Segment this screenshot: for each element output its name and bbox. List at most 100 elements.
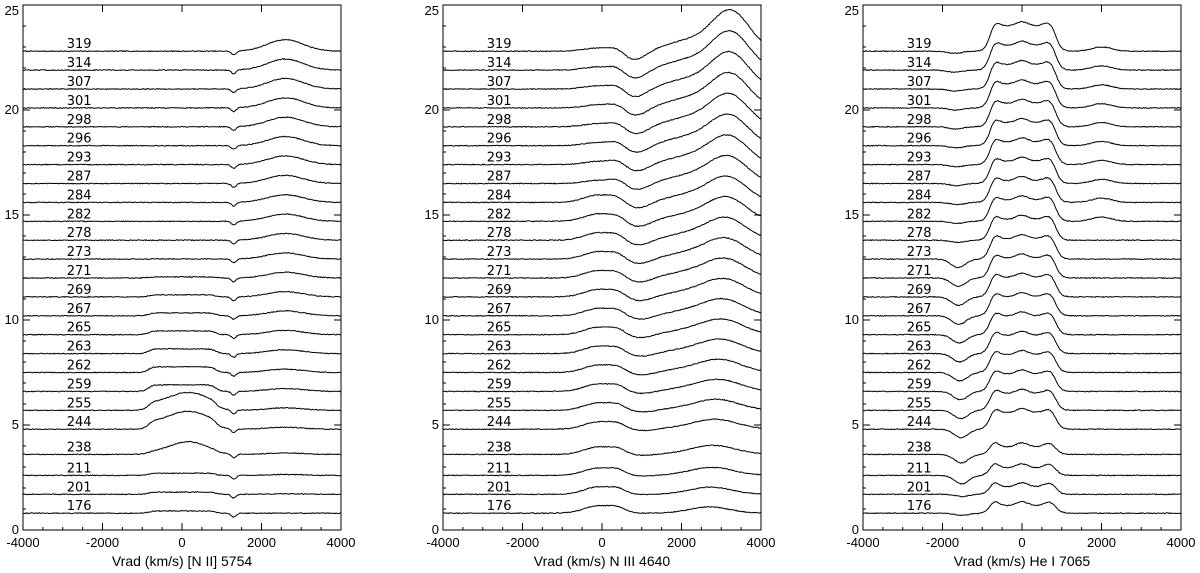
epoch-label: 265 (907, 321, 932, 336)
spectrum-trace-176 (22, 509, 342, 518)
epoch-label: 284 (907, 188, 932, 203)
x-tick-label: 0 (1018, 535, 1025, 550)
epoch-label: 314 (907, 56, 932, 71)
spectrum-trace-244 (22, 410, 342, 434)
epoch-label: 319 (907, 37, 932, 52)
spectrum-trace-262 (22, 365, 342, 377)
spectrum-trace-269 (862, 272, 1182, 307)
spectrum-trace-282 (442, 195, 762, 228)
spectrum-trace-284 (442, 175, 762, 209)
spectrum-trace-255 (22, 391, 342, 415)
spectrum-trace-238 (862, 441, 1182, 464)
epoch-label: 267 (67, 302, 92, 317)
spectrum-trace-259 (442, 378, 762, 395)
spectrum-trace-265 (23, 329, 342, 340)
spectrum-trace-255 (442, 398, 761, 413)
spectrum-trace-259 (22, 383, 341, 396)
spectrum-trace-319 (22, 38, 342, 56)
spectrum-trace-271 (862, 253, 1182, 288)
epoch-label: 314 (67, 56, 92, 71)
y-tick-label: 10 (5, 312, 19, 327)
spectrum-trace-296 (442, 113, 761, 154)
epoch-label: 293 (907, 151, 932, 166)
epoch-label: 319 (67, 37, 92, 52)
x-tick-label: -4000 (846, 535, 879, 550)
x-tick-label: -2000 (506, 535, 539, 550)
spectrum-trace-278 (442, 216, 762, 246)
spectrum-trace-307 (862, 59, 1182, 92)
epoch-label: 262 (907, 359, 932, 374)
epoch-label: 273 (487, 245, 512, 260)
x-tick-label: -4000 (426, 535, 459, 550)
epoch-label: 284 (67, 188, 92, 203)
spectrum-trace-176 (442, 504, 762, 515)
epoch-label: 287 (67, 170, 92, 185)
epoch-label: 211 (487, 461, 512, 476)
spectrum-trace-296 (862, 117, 1182, 149)
epoch-label: 244 (907, 415, 932, 430)
epoch-label: 287 (487, 170, 512, 185)
spectrum-trace-307 (22, 77, 342, 94)
spectrum-trace-284 (863, 175, 1182, 206)
spectrum-trace-287 (862, 156, 1182, 187)
epoch-label: 269 (907, 283, 932, 298)
spectrum-trace-238 (442, 444, 762, 457)
spectrum-trace-319 (443, 8, 762, 60)
spectrum-trace-287 (22, 174, 342, 188)
epoch-label: 298 (907, 113, 932, 128)
x-axis-title: Vrad (km/s) N III 4640 (534, 553, 671, 569)
y-tick-label: 0 (852, 522, 859, 537)
epoch-label: 296 (487, 132, 512, 147)
spectrum-trace-263 (442, 338, 762, 358)
epoch-label: 314 (487, 56, 512, 71)
epoch-label: 263 (67, 340, 92, 355)
epoch-label: 282 (907, 207, 932, 222)
spectrum-trace-273 (443, 236, 762, 265)
epoch-label: 278 (487, 226, 512, 241)
spectrum-trace-287 (442, 154, 762, 190)
x-axis-title: Vrad (km/s) [N II] 5754 (112, 553, 253, 569)
epoch-label: 267 (907, 302, 932, 317)
x-tick-label: 0 (178, 535, 185, 550)
epoch-label: 269 (67, 283, 92, 298)
epoch-label: 287 (907, 170, 932, 185)
epoch-label: 255 (487, 396, 512, 411)
epoch-label: 271 (67, 264, 92, 279)
spectrum-trace-296 (22, 135, 342, 150)
spectrum-trace-298 (23, 116, 342, 131)
epoch-label: 307 (67, 75, 92, 90)
spectrum-trace-307 (442, 50, 762, 98)
spectrum-trace-265 (442, 318, 762, 339)
epoch-label: 301 (487, 94, 512, 109)
epoch-label: 238 (907, 440, 932, 455)
spectrum-trace-255 (863, 388, 1182, 420)
epoch-label: 273 (907, 245, 932, 260)
epoch-label: 284 (487, 188, 512, 203)
x-tick-label: -2000 (926, 535, 959, 550)
spectrum-trace-319 (862, 21, 1182, 55)
spectrum-trace-273 (862, 233, 1182, 269)
epoch-label: 238 (487, 440, 512, 455)
epoch-label: 259 (487, 377, 512, 392)
epoch-label: 201 (487, 480, 512, 495)
y-tick-label: 25 (845, 3, 859, 18)
spectrum-trace-267 (862, 291, 1182, 326)
epoch-label: 282 (67, 207, 92, 222)
epoch-label: 301 (67, 94, 92, 109)
epoch-label: 273 (67, 245, 92, 260)
epoch-label: 282 (487, 207, 512, 222)
epoch-label: 211 (67, 461, 92, 476)
y-tick-label: 15 (425, 207, 439, 222)
spectrum-trace-259 (862, 368, 1182, 401)
y-tick-label: 5 (432, 417, 439, 432)
epoch-label: 262 (487, 359, 512, 374)
epoch-label: 211 (907, 461, 932, 476)
spectrum-trace-269 (22, 290, 342, 302)
epoch-label: 176 (907, 499, 932, 514)
x-tick-label: 2000 (1087, 535, 1116, 550)
spectrum-trace-301 (862, 79, 1182, 111)
epoch-label: 267 (487, 302, 512, 317)
epoch-label: 259 (907, 377, 932, 392)
x-tick-label: -4000 (6, 535, 39, 550)
